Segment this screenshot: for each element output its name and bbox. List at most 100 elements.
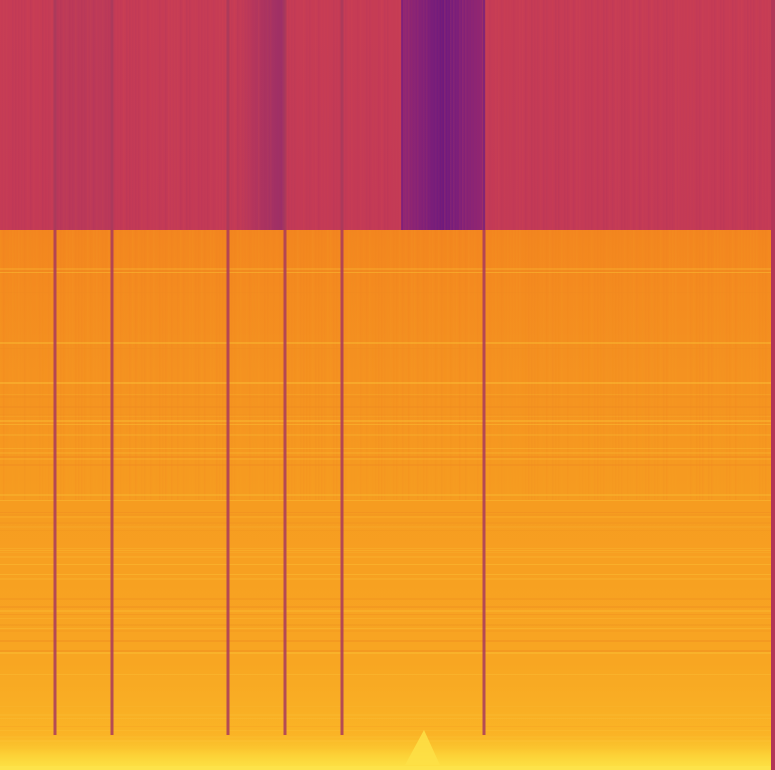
lower-streak [129,230,131,500]
lower-streak [648,230,650,500]
lower-streak [198,230,200,500]
lower-streak [318,230,320,500]
lower-streak [399,230,401,500]
upper-streak [192,0,194,230]
lower-streak [624,230,626,500]
horizontal-band [0,706,771,707]
lower-streak [711,230,713,500]
upper-streak [510,0,512,230]
lower-streak [18,230,20,500]
upper-band [0,0,775,230]
lower-streak [669,230,671,500]
upper-streak [12,0,14,230]
lower-streak [456,230,458,500]
upper-streak [30,0,32,230]
lower-streak [177,230,179,500]
upper-streak [24,0,26,230]
upper-streak [360,0,362,230]
upper-streak [744,0,746,230]
upper-streak [708,0,710,230]
upper-streak [39,0,41,230]
lower-streak [492,230,494,500]
lower-streak [60,230,62,500]
lower-streak [525,230,527,500]
horizontal-band [0,598,771,600]
upper-streak [651,0,653,230]
lower-streak [579,230,581,500]
upper-streak [42,0,44,230]
upper-streak [492,0,494,230]
horizontal-band [0,652,771,654]
upper-streak [594,0,596,230]
upper-streak [165,0,167,230]
lower-streak [357,230,359,500]
lower-streak [252,230,254,500]
upper-streak [210,0,212,230]
lower-streak [744,230,746,500]
upper-streak [306,0,308,230]
upper-streak [327,0,329,230]
upper-streak [348,0,350,230]
upper-streak [420,0,422,230]
horizontal-band [0,416,771,417]
lower-streak [534,230,536,500]
upper-streak [63,0,65,230]
upper-streak [516,0,518,230]
lower-streak [486,230,488,500]
upper-streak [252,0,254,230]
upper-streak [735,0,737,230]
upper-streak [129,0,131,230]
lower-streak [225,230,227,500]
lower-streak [726,230,728,500]
lower-streak [765,230,767,500]
upper-streak [72,0,74,230]
upper-streak [201,0,203,230]
lower-streak [297,230,299,500]
upper-streak [504,0,506,230]
upper-streak [267,0,269,230]
upper-streak [474,0,476,230]
upper-streak [657,0,659,230]
lower-streak [489,230,491,500]
upper-streak [534,0,536,230]
lower-streak [522,230,524,500]
upper-streak [672,0,674,230]
upper-streak [741,0,743,230]
lower-streak [576,230,578,500]
lower-streak [3,230,5,500]
lower-streak [555,230,557,500]
lower-streak [57,230,59,500]
upper-streak [762,0,764,230]
horizontal-band [0,494,771,496]
horizontal-band [0,564,771,565]
lower-streak [171,230,173,500]
upper-streak [102,0,104,230]
right-edge-line [771,0,775,770]
lower-streak [732,230,734,500]
upper-streak [162,0,164,230]
lower-streak [657,230,659,500]
upper-streak [309,0,311,230]
upper-streak [246,0,248,230]
upper-streak [345,0,347,230]
lower-streak [36,230,38,500]
upper-streak [558,0,560,230]
lower-streak [126,230,128,500]
upper-streak [636,0,638,230]
vertical-texture [0,0,770,500]
lower-streak [216,230,218,500]
upper-streak [753,0,755,230]
upper-streak [216,0,218,230]
lower-streak [345,230,347,500]
lower-streak [99,230,101,500]
lower-streak [567,230,569,500]
upper-streak [687,0,689,230]
lower-streak [684,230,686,500]
upper-streak [429,0,431,230]
upper-streak [441,0,443,230]
lower-streak [618,230,620,500]
upper-streak [714,0,716,230]
horizontal-band [0,514,771,516]
lower-streak [333,230,335,500]
horizontal-band [0,414,771,415]
